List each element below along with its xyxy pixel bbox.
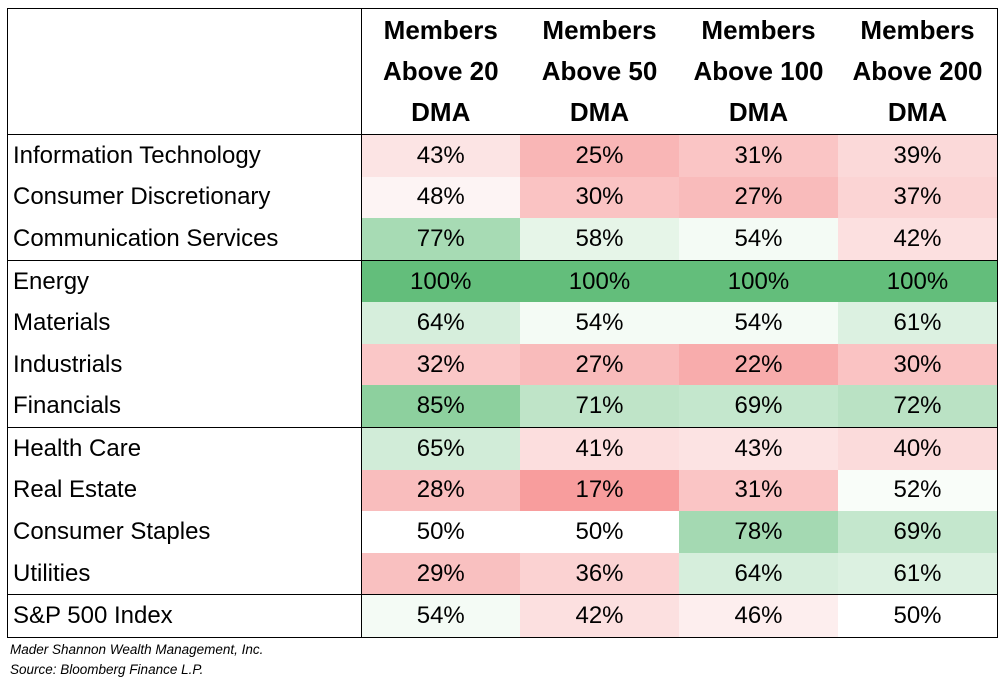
- column-header-line: Members: [542, 15, 657, 45]
- row-label: Industrials: [8, 343, 362, 386]
- footer-attribution: Mader Shannon Wealth Management, Inc.: [10, 642, 264, 657]
- value-cell: 54%: [361, 594, 520, 637]
- value-cell: 39%: [838, 134, 997, 177]
- value-cell: 61%: [838, 302, 997, 344]
- value-cell: 22%: [679, 343, 838, 386]
- value-cell: 54%: [520, 302, 679, 344]
- table-row: Consumer Discretionary 48% 30% 27% 37%: [8, 176, 997, 219]
- table-row: Utilities 29% 36% 64% 61%: [8, 552, 997, 596]
- row-label: S&P 500 Index: [8, 594, 362, 637]
- column-header-line: Members: [383, 15, 498, 45]
- column-header-100-dma: Members Above 100 DMA: [679, 9, 838, 135]
- value-cell: 69%: [838, 511, 997, 553]
- value-cell: 25%: [520, 134, 679, 177]
- column-header-line: Members: [701, 15, 816, 45]
- value-cell: 42%: [838, 218, 997, 261]
- table-row: Consumer Staples 50% 50% 78% 69%: [8, 511, 997, 553]
- value-cell: 28%: [361, 469, 520, 512]
- row-label: Consumer Staples: [8, 511, 362, 553]
- row-label: Financials: [8, 385, 362, 429]
- value-cell: 46%: [679, 594, 838, 637]
- value-cell: 50%: [361, 511, 520, 553]
- footer-source: Source: Bloomberg Finance L.P.: [10, 662, 204, 677]
- header-corner-cell: [8, 9, 362, 135]
- value-cell: 64%: [679, 552, 838, 596]
- value-cell: 100%: [520, 260, 679, 303]
- column-header-line: Above 200: [852, 56, 983, 86]
- value-cell: 54%: [679, 218, 838, 261]
- value-cell: 54%: [679, 302, 838, 344]
- value-cell: 27%: [679, 176, 838, 219]
- table-row: Financials 85% 71% 69% 72%: [8, 385, 997, 429]
- column-header-line: DMA: [728, 97, 789, 127]
- column-header-line: Above 100: [693, 56, 824, 86]
- dma-breadth-table: Members Above 20 DMA Members Above 50 DM…: [8, 9, 997, 637]
- value-cell: 77%: [361, 218, 520, 261]
- table-row: Industrials 32% 27% 22% 30%: [8, 343, 997, 386]
- row-label: Health Care: [8, 427, 362, 470]
- value-cell: 61%: [838, 552, 997, 596]
- value-cell: 69%: [679, 385, 838, 429]
- value-cell: 64%: [361, 302, 520, 344]
- column-header-line: DMA: [411, 97, 471, 127]
- value-cell: 30%: [838, 343, 997, 386]
- value-cell: 32%: [361, 343, 520, 386]
- table-row: Real Estate 28% 17% 31% 52%: [8, 469, 997, 512]
- table-row: Materials 64% 54% 54% 61%: [8, 302, 997, 344]
- dma-breadth-table-container: Members Above 20 DMA Members Above 50 DM…: [7, 8, 998, 638]
- row-label: Information Technology: [8, 134, 362, 177]
- value-cell: 71%: [520, 385, 679, 429]
- value-cell: 36%: [520, 552, 679, 596]
- value-cell: 100%: [838, 260, 997, 303]
- column-header-line: DMA: [887, 97, 948, 127]
- value-cell: 50%: [520, 511, 679, 553]
- column-header-line: Members: [860, 15, 975, 45]
- table-row: Communication Services 77% 58% 54% 42%: [8, 218, 997, 261]
- header-row: Members Above 20 DMA Members Above 50 DM…: [8, 9, 997, 135]
- value-cell: 31%: [679, 469, 838, 512]
- row-label: Materials: [8, 302, 362, 344]
- value-cell: 100%: [361, 260, 520, 303]
- value-cell: 41%: [520, 427, 679, 470]
- footer: Mader Shannon Wealth Management, Inc. So…: [10, 640, 263, 680]
- column-header-20-dma: Members Above 20 DMA: [361, 9, 520, 135]
- table-row: Health Care 65% 41% 43% 40%: [8, 427, 997, 470]
- value-cell: 78%: [679, 511, 838, 553]
- value-cell: 42%: [520, 594, 679, 637]
- value-cell: 52%: [838, 469, 997, 512]
- row-label: Real Estate: [8, 469, 362, 512]
- value-cell: 43%: [361, 134, 520, 177]
- row-label: Communication Services: [8, 218, 362, 261]
- row-label: Energy: [8, 260, 362, 303]
- value-cell: 72%: [838, 385, 997, 429]
- table-row: Information Technology 43% 25% 31% 39%: [8, 134, 997, 177]
- table-row: S&P 500 Index 54% 42% 46% 50%: [8, 594, 997, 637]
- column-header-50-dma: Members Above 50 DMA: [520, 9, 679, 135]
- value-cell: 37%: [838, 176, 997, 219]
- value-cell: 29%: [361, 552, 520, 596]
- value-cell: 17%: [520, 469, 679, 512]
- value-cell: 58%: [520, 218, 679, 261]
- column-header-200-dma: Members Above 200 DMA: [838, 9, 997, 135]
- column-header-line: Above 50: [541, 56, 658, 86]
- value-cell: 85%: [361, 385, 520, 429]
- value-cell: 31%: [679, 134, 838, 177]
- table-row: Energy 100% 100% 100% 100%: [8, 260, 997, 303]
- value-cell: 50%: [838, 594, 997, 637]
- value-cell: 40%: [838, 427, 997, 470]
- column-header-line: Above 20: [382, 56, 499, 86]
- value-cell: 100%: [679, 260, 838, 303]
- table-body: Information Technology 43% 25% 31% 39% Consum…: [8, 134, 997, 637]
- value-cell: 48%: [361, 176, 520, 219]
- row-label: Consumer Discretionary: [8, 176, 362, 219]
- value-cell: 43%: [679, 427, 838, 470]
- row-label: Utilities: [8, 552, 362, 596]
- column-header-line: DMA: [569, 97, 630, 127]
- value-cell: 65%: [361, 427, 520, 470]
- value-cell: 30%: [520, 176, 679, 219]
- value-cell: 27%: [520, 343, 679, 386]
